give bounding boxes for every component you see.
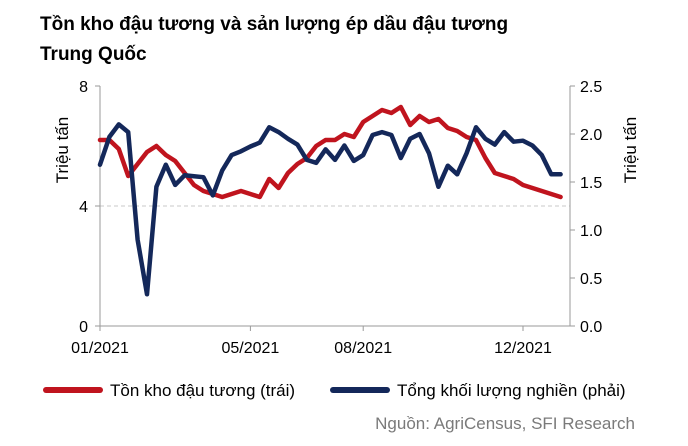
right-tick-label: 2.0 bbox=[580, 127, 602, 144]
right-tick-label: 0.0 bbox=[580, 319, 602, 336]
x-axis-ticks: 01/2021 05/2021 08/2021 12/2021 bbox=[71, 326, 552, 357]
x-tick-label: 12/2021 bbox=[494, 340, 552, 357]
plot-area: 0 4 8 0.0 0.5 1.0 1.5 2.0 2.5 01/2021 05/2021 08/… bbox=[71, 79, 602, 357]
series-group bbox=[97, 104, 563, 297]
left-tick-label: 0 bbox=[79, 319, 88, 336]
left-axis-ticks: 0 4 8 bbox=[79, 79, 100, 336]
legend-label-crush: Tổng khối lượng nghiền (phải) bbox=[397, 381, 626, 400]
chart-title-line-2: Trung Quốc bbox=[40, 44, 147, 65]
x-tick-label: 01/2021 bbox=[71, 340, 129, 357]
left-axis-title: Triệu tấn bbox=[53, 117, 72, 183]
series-line-inventory bbox=[97, 104, 563, 200]
left-tick-label: 4 bbox=[79, 199, 88, 216]
legend-label-inventory: Tồn kho đậu tương (trái) bbox=[110, 381, 295, 400]
x-tick-label: 08/2021 bbox=[334, 340, 392, 357]
right-tick-label: 0.5 bbox=[580, 271, 602, 288]
right-tick-label: 1.5 bbox=[580, 175, 602, 192]
left-tick-label: 8 bbox=[79, 79, 88, 96]
series-line-crush bbox=[97, 122, 563, 297]
right-tick-label: 2.5 bbox=[580, 79, 602, 96]
right-axis-title: Triệu tấn bbox=[621, 117, 640, 183]
legend: Tồn kho đậu tương (trái) Tổng khối lượng… bbox=[43, 381, 626, 400]
right-tick-label: 1.0 bbox=[580, 223, 602, 240]
chart-title-line-1: Tồn kho đậu tương và sản lượng ép dầu đậ… bbox=[40, 14, 508, 35]
source-note: Nguồn: AgriCensus, SFI Research bbox=[375, 414, 635, 433]
right-axis-ticks: 0.0 0.5 1.0 1.5 2.0 2.5 bbox=[570, 79, 602, 336]
x-tick-label: 05/2021 bbox=[221, 340, 279, 357]
